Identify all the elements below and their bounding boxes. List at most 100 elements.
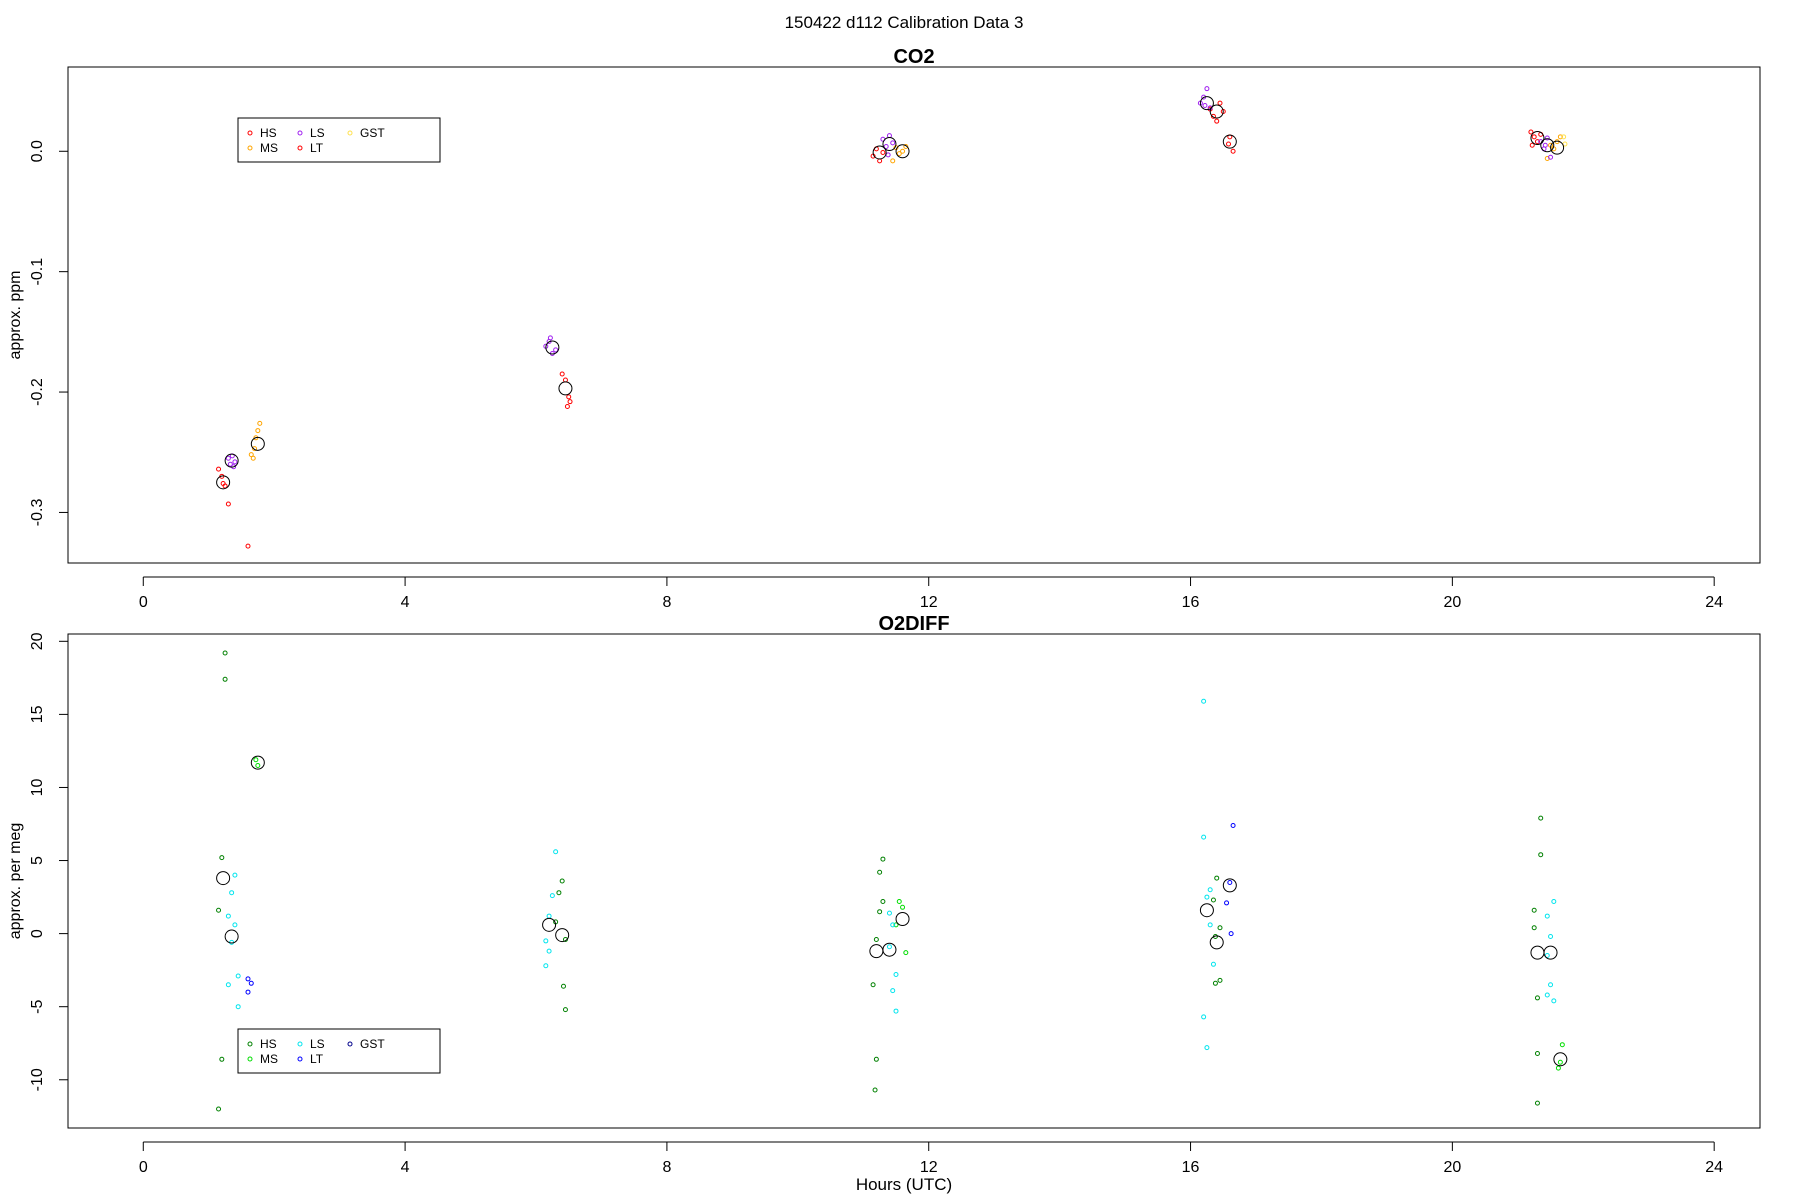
data-point	[1538, 852, 1544, 858]
x-tick-label: 0	[139, 1159, 148, 1176]
data-point	[877, 909, 883, 915]
data-point	[1557, 1059, 1563, 1065]
data-point	[1551, 898, 1557, 904]
data-point	[257, 420, 263, 426]
panel-title: O2DIFF	[878, 613, 949, 635]
legend-label: HS	[260, 126, 277, 140]
mean-point	[1530, 131, 1545, 146]
data-point	[886, 133, 892, 139]
data-point	[893, 1008, 899, 1014]
legend-label: MS	[260, 141, 278, 155]
data-point	[1226, 141, 1232, 147]
mean-point	[895, 144, 910, 159]
data-point	[559, 878, 565, 884]
legend-marker	[297, 145, 303, 151]
data-point	[1534, 139, 1540, 145]
data-point	[1559, 1042, 1565, 1048]
x-tick-label: 24	[1705, 594, 1723, 611]
data-point	[229, 890, 235, 896]
data-point	[556, 890, 562, 896]
data-point	[1217, 977, 1223, 983]
data-point	[546, 913, 552, 919]
data-point	[1201, 834, 1207, 840]
data-point	[1544, 913, 1550, 919]
data-point	[1548, 154, 1554, 160]
x-tick-label: 8	[662, 1159, 671, 1176]
data-point	[900, 904, 906, 910]
mean-point	[872, 145, 887, 160]
data-point	[1531, 925, 1537, 931]
data-point	[543, 938, 549, 944]
data-point	[543, 963, 549, 969]
data-point	[549, 893, 555, 899]
data-point	[1214, 875, 1220, 881]
data-point	[885, 152, 891, 158]
x-tick-label: 4	[401, 1159, 410, 1176]
data-point	[880, 898, 886, 904]
data-point	[893, 972, 899, 978]
mean-point	[1540, 138, 1555, 153]
legend-label: GST	[360, 126, 385, 140]
x-tick-label: 24	[1705, 1159, 1723, 1176]
x-tick-label: 12	[920, 1159, 938, 1176]
data-point	[546, 948, 552, 954]
data-point	[1204, 894, 1210, 900]
mean-point	[882, 137, 897, 152]
x-tick-label: 20	[1443, 594, 1461, 611]
data-point	[1534, 1050, 1540, 1056]
y-axis-label: approx. per meg	[7, 823, 24, 940]
data-point	[903, 950, 909, 956]
data-point	[553, 347, 559, 353]
data-point	[1544, 992, 1550, 998]
legend-box	[237, 117, 441, 163]
data-point	[1201, 1014, 1207, 1020]
series-ls	[225, 698, 1557, 1051]
o2diff-panel: O2DIFF 0 4 8 12 16 20 24 20 15 10 5 0 -5 -10 approx. pe…	[7, 613, 1761, 1176]
data-point	[896, 151, 902, 157]
data-point	[1551, 998, 1557, 1004]
data-point	[1217, 100, 1223, 106]
data-point	[1227, 879, 1233, 885]
mean-point	[250, 436, 265, 451]
y-tick-label: 0.0	[29, 140, 46, 162]
y-tick-label: -0.1	[29, 258, 46, 286]
data-point	[248, 452, 254, 458]
x-tick-label: 16	[1182, 594, 1200, 611]
legend-marker	[297, 1041, 303, 1047]
legend-marker	[297, 1056, 303, 1062]
y-tick-label: 0	[29, 929, 46, 938]
data-point	[567, 399, 573, 405]
x-tick-label: 0	[139, 594, 148, 611]
mean-point	[224, 453, 239, 468]
mean-point	[1550, 140, 1565, 155]
mean-point	[545, 340, 560, 355]
data-point	[562, 1007, 568, 1013]
data-point	[1555, 1065, 1561, 1071]
data-point	[1548, 934, 1554, 940]
data-point	[216, 1106, 222, 1112]
data-point	[225, 501, 231, 507]
mean-point	[1199, 903, 1214, 918]
data-point	[873, 1056, 879, 1062]
mean-point	[895, 912, 910, 926]
y-tick-label: 5	[29, 856, 46, 865]
data-point	[886, 910, 892, 916]
x-tick-label: 4	[401, 594, 410, 611]
data-point	[1212, 980, 1218, 986]
y-axis-label: approx. ppm	[7, 271, 24, 360]
legend-marker	[247, 1056, 253, 1062]
data-point	[250, 455, 256, 461]
data-point	[1210, 961, 1216, 967]
data-point	[222, 676, 228, 682]
data-point	[235, 1004, 241, 1010]
data-point	[562, 377, 568, 383]
mean-markers	[216, 755, 1568, 1067]
data-point	[225, 455, 231, 461]
mean-point	[882, 942, 897, 957]
data-point	[1204, 86, 1210, 92]
data-point	[253, 757, 259, 763]
series-ms	[248, 134, 1563, 461]
data-point	[890, 140, 896, 146]
mean-point	[1543, 945, 1558, 960]
